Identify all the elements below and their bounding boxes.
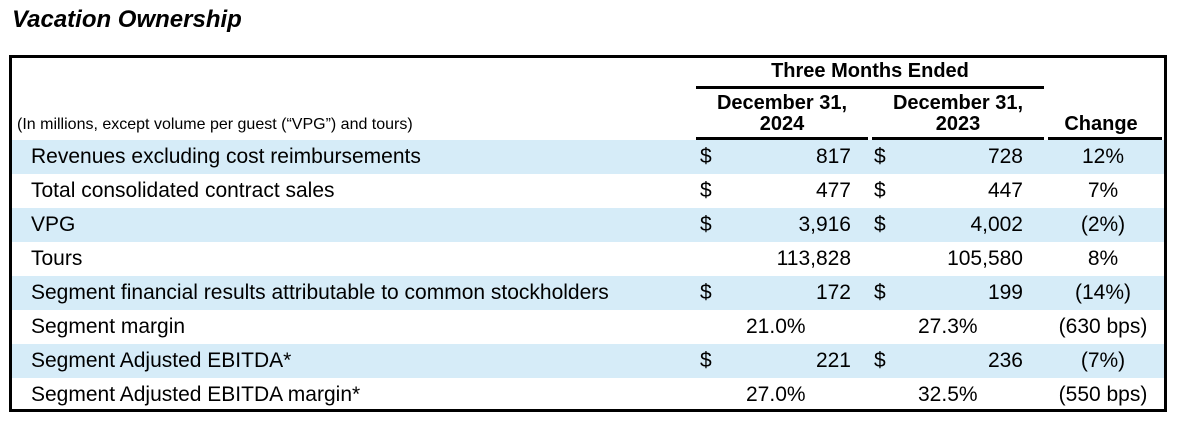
dollar-sign-2023: $ xyxy=(874,145,886,168)
table-row: Segment Adjusted EBITDA* $221 $236 (7%) xyxy=(12,344,1164,378)
row-label: Total consolidated contract sales xyxy=(31,179,335,202)
change-value: (2%) xyxy=(1080,213,1126,236)
header-col-2024-rule xyxy=(696,137,868,140)
value-2024: 221 xyxy=(815,349,851,372)
row-label: Segment Adjusted EBITDA margin* xyxy=(31,383,361,406)
value-2023: 105,580 xyxy=(947,247,1023,270)
value-2024: 3,916 xyxy=(798,213,851,236)
units-note: (In millions, except volume per guest (“… xyxy=(17,116,413,133)
dollar-sign-2024: $ xyxy=(700,179,712,202)
value-2024: 477 xyxy=(815,179,851,202)
value-2023: 199 xyxy=(987,281,1023,304)
value-2023: 447 xyxy=(987,179,1023,202)
header-col-2023-rule xyxy=(872,137,1044,140)
row-label: Revenues excluding cost reimbursements xyxy=(31,145,421,168)
table-row: Segment Adjusted EBITDA margin* 27.0% 32.5… xyxy=(12,378,1164,412)
header-col-2023: December 31, 2023 xyxy=(872,93,1044,135)
dollar-sign-2024: $ xyxy=(700,213,712,236)
change-value: 12% xyxy=(1081,145,1125,168)
header-change-rule xyxy=(1048,137,1162,140)
dollar-sign-2023: $ xyxy=(874,213,886,236)
row-label: Segment margin xyxy=(31,315,186,338)
dollar-sign-2024: $ xyxy=(700,349,712,372)
header-col-2023-line1: December 31, xyxy=(892,92,1024,114)
value-2024: 172 xyxy=(815,281,851,304)
change-value: 8% xyxy=(1087,247,1119,270)
row-label: VPG xyxy=(31,213,76,236)
table-row: Total consolidated contract sales $477 $44… xyxy=(12,174,1164,208)
table-row: Revenues excluding cost reimbursements $8… xyxy=(12,140,1164,174)
value-2024: 113,828 xyxy=(776,247,851,270)
header-col-2023-line2: 2023 xyxy=(935,113,981,135)
change-value: (630 bps) xyxy=(1058,315,1148,338)
dollar-sign-2023: $ xyxy=(874,349,886,372)
percent-2024: 21.0% xyxy=(746,315,806,338)
header-change: Change xyxy=(1064,113,1138,135)
dollar-sign-2023: $ xyxy=(874,281,886,304)
table-body: Revenues excluding cost reimbursements $8… xyxy=(12,140,1164,412)
dollar-sign-2024: $ xyxy=(700,281,712,304)
table-row: Tours 113,828 105,580 8% xyxy=(12,242,1164,276)
change-value: 7% xyxy=(1087,179,1119,202)
change-value: (7%) xyxy=(1080,349,1126,372)
percent-2023: 27.3% xyxy=(918,315,978,338)
header-col-2024: December 31, 2024 xyxy=(696,93,868,135)
dollar-sign-2023: $ xyxy=(874,179,886,202)
change-value: (14%) xyxy=(1074,281,1132,304)
change-value: (550 bps) xyxy=(1058,383,1148,406)
row-label: Segment Adjusted EBITDA* xyxy=(31,349,292,372)
percent-2024: 27.0% xyxy=(746,383,806,406)
table-row: VPG $3,916 $4,002 (2%) xyxy=(12,208,1164,242)
header-col-2024-line1: December 31, xyxy=(716,92,848,114)
header-col-2024-line2: 2024 xyxy=(759,113,805,135)
table-row: Segment financial results attributable t… xyxy=(12,276,1164,310)
value-2023: 728 xyxy=(987,145,1023,168)
value-2024: 817 xyxy=(815,145,851,168)
header-three-months-ended: Three Months Ended xyxy=(771,60,969,82)
percent-2023: 32.5% xyxy=(918,383,978,406)
value-2023: 236 xyxy=(987,349,1023,372)
table-row: Segment margin 21.0% 27.3% (630 bps) xyxy=(12,310,1164,344)
dollar-sign-2024: $ xyxy=(700,145,712,168)
section-heading: Vacation Ownership xyxy=(12,6,242,33)
row-label: Segment financial results attributable t… xyxy=(31,281,609,304)
header-group-rule xyxy=(696,86,1044,89)
row-label: Tours xyxy=(31,247,83,270)
metrics-table: Three Months Ended December 31, 2024 Dec… xyxy=(9,55,1167,412)
value-2023: 4,002 xyxy=(970,213,1023,236)
